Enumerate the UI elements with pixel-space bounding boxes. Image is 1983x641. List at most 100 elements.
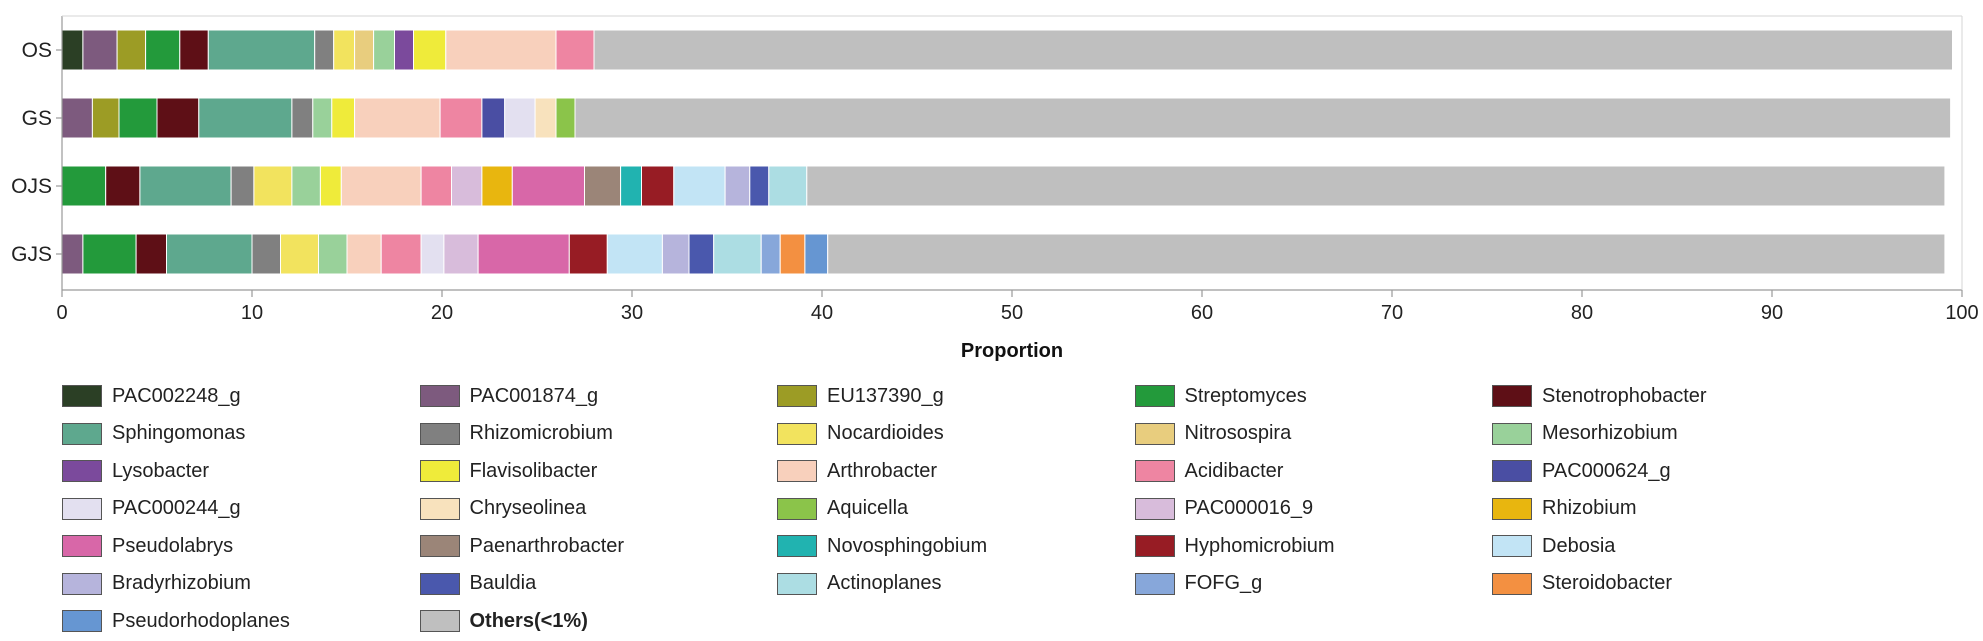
legend-label: FOFG_g [1184, 572, 1263, 594]
bar-segment-gjs-13 [380, 233, 422, 275]
bar-segment-ojs-9 [291, 165, 321, 207]
legend-item: Nocardioides [777, 421, 944, 447]
legend-item: PAC000244_g [62, 496, 241, 522]
bar-segment-gs-13 [439, 97, 483, 139]
bar-segment-ojs-20 [511, 165, 585, 207]
bar-segment-gs-4 [156, 97, 200, 139]
legend-swatch [62, 572, 102, 595]
bar-segment-gs-9 [312, 97, 333, 139]
x-tick-label: 100 [1945, 302, 1978, 324]
legend-swatch [62, 385, 102, 407]
legend-swatch [1134, 497, 1175, 520]
legend-item: Mesorhizobium [1492, 421, 1678, 447]
bar-segment-ojs-25 [724, 165, 751, 207]
legend-item: Nitrosospira [1134, 421, 1291, 447]
legend-label: PAC000624_g [1542, 459, 1671, 482]
bar-segment-gjs-1 [61, 233, 84, 275]
legend-item: Streptomyces [1134, 383, 1307, 409]
bar-segment-gs-15 [504, 97, 536, 139]
x-tick-label: 40 [811, 302, 833, 324]
legend-label: Pseudorhodoplanes [112, 609, 290, 632]
bar-segment-gjs-30 [804, 233, 829, 275]
bar-segment-gjs-27 [713, 233, 762, 275]
legend-swatch [1492, 385, 1532, 407]
bar-segment-gs-5 [198, 97, 293, 139]
x-tick-label: 20 [431, 302, 453, 324]
bar-segment-ojs-13 [420, 165, 453, 207]
bar-segment-gjs-28 [760, 233, 781, 275]
bar-segment-gjs-15 [420, 233, 445, 275]
legend-swatch [1134, 385, 1175, 407]
legend-item: Bauldia [419, 571, 536, 597]
legend-item: Lysobacter [62, 458, 209, 484]
legend-item: Bradyrhizobium [62, 571, 251, 597]
x-tick-label: 10 [241, 302, 263, 324]
legend-label: PAC000016_9 [1184, 497, 1314, 519]
legend-item: Others(<1%) [419, 608, 588, 634]
legend-label: Sphingomonas [112, 422, 246, 444]
legend-label: Debosia [1542, 534, 1616, 557]
legend-label: Flavisolibacter [469, 459, 598, 482]
x-tick-label: 90 [1761, 302, 1783, 324]
legend-item: Aquicella [777, 496, 908, 522]
legend-label: Rhizobium [1542, 497, 1637, 519]
bar-segment-ojs-4 [105, 165, 141, 207]
bar-segment-ojs-22 [620, 165, 642, 207]
legend-swatch [1492, 497, 1532, 520]
legend-swatch [777, 460, 817, 482]
legend-item: Flavisolibacter [419, 458, 598, 484]
bar-segment-gjs-18 [443, 233, 479, 275]
legend-swatch [419, 610, 460, 632]
legend-item: Pseudolabrys [62, 533, 233, 559]
legend-label: Nocardioides [827, 422, 944, 444]
bar-segment-ojs-6 [230, 165, 255, 207]
x-tick-label: 30 [621, 302, 643, 324]
x-tick-label: 80 [1571, 302, 1593, 324]
bar-segment-os-1 [82, 29, 118, 71]
bar-segment-ojs-27 [768, 165, 808, 207]
legend-label: Actinoplanes [827, 572, 942, 594]
legend-swatch [777, 385, 817, 407]
legend-label: PAC002248_g [112, 384, 241, 407]
legend-swatch [1492, 572, 1532, 595]
bar-segment-os-9 [373, 29, 396, 71]
bar-segment-gs-12 [354, 97, 441, 139]
legend-label: Bradyrhizobium [112, 572, 251, 594]
bar-segment-gjs-5 [166, 233, 253, 275]
category-label-ojs: OJS [11, 175, 52, 198]
x-tick-label: 0 [56, 302, 67, 324]
category-labels: OS GS OJS GJS [11, 39, 62, 266]
bar-segment-gjs-20 [477, 233, 570, 275]
bar-segment-ojs-26 [749, 165, 770, 207]
bar-segment-ojs-12 [340, 165, 422, 207]
bar-segment-ojs-3 [61, 165, 107, 207]
bar-segment-os-13 [555, 29, 595, 71]
legend-label: Streptomyces [1184, 384, 1307, 407]
bar-segment-os-6 [314, 29, 335, 71]
legend-label: Hyphomicrobium [1184, 534, 1335, 557]
legend-swatch [777, 422, 817, 445]
bar-segment-os-7 [333, 29, 356, 71]
bar-segment-ojs-5 [139, 165, 232, 207]
legend-item: Chryseolinea [419, 496, 586, 522]
bar-segment-os-0 [61, 29, 84, 71]
legend-item: Stenotrophobacter [1492, 383, 1707, 409]
bar-segment-gs-14 [481, 97, 506, 139]
legend-label: PAC001874_g [469, 384, 599, 407]
bar-segment-os-31 [593, 29, 1953, 71]
bar-segment-gjs-29 [779, 233, 806, 275]
bar-segment-gs-17 [555, 97, 576, 139]
legend-swatch [62, 497, 102, 520]
stacked-bar-chart: OS GS OJS GJS 0 10 20 30 40 50 60 70 80 90 100 Propor… [11, 15, 1979, 362]
legend-swatch [62, 460, 102, 482]
bar-segment-gjs-3 [82, 233, 137, 275]
bar-segment-gjs-12 [346, 233, 382, 275]
bar-segment-gs-6 [291, 97, 314, 139]
bar-segment-gs-31 [574, 97, 1952, 139]
x-tick-label: 60 [1191, 302, 1213, 324]
legend-label: EU137390_g [827, 384, 944, 407]
legend-label: Lysobacter [112, 459, 210, 482]
category-label-gs: GS [22, 107, 52, 130]
legend-item: PAC000624_g [1492, 458, 1671, 484]
bar-segment-gs-3 [118, 97, 158, 139]
